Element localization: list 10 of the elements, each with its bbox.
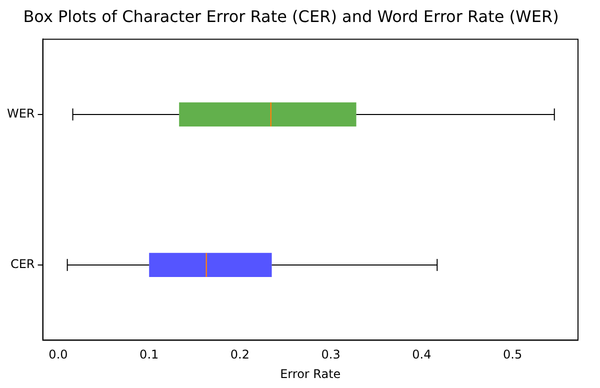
- x-axis-title: Error Rate: [280, 366, 341, 381]
- x-tick-label: 0.5: [503, 348, 522, 362]
- x-tick-label: 0.4: [412, 348, 432, 362]
- x-tick-label: 0.3: [321, 348, 340, 362]
- x-tick-label: 0.2: [230, 348, 250, 362]
- x-tick-label: 0.1: [140, 348, 159, 362]
- y-tick-label: CER: [10, 257, 35, 272]
- y-tick-label: WER: [6, 106, 35, 121]
- x-tick-label: 0.0: [48, 348, 68, 362]
- chart-title: Box Plots of Character Error Rate (CER) and Word Error Rate (WER): [23, 6, 559, 26]
